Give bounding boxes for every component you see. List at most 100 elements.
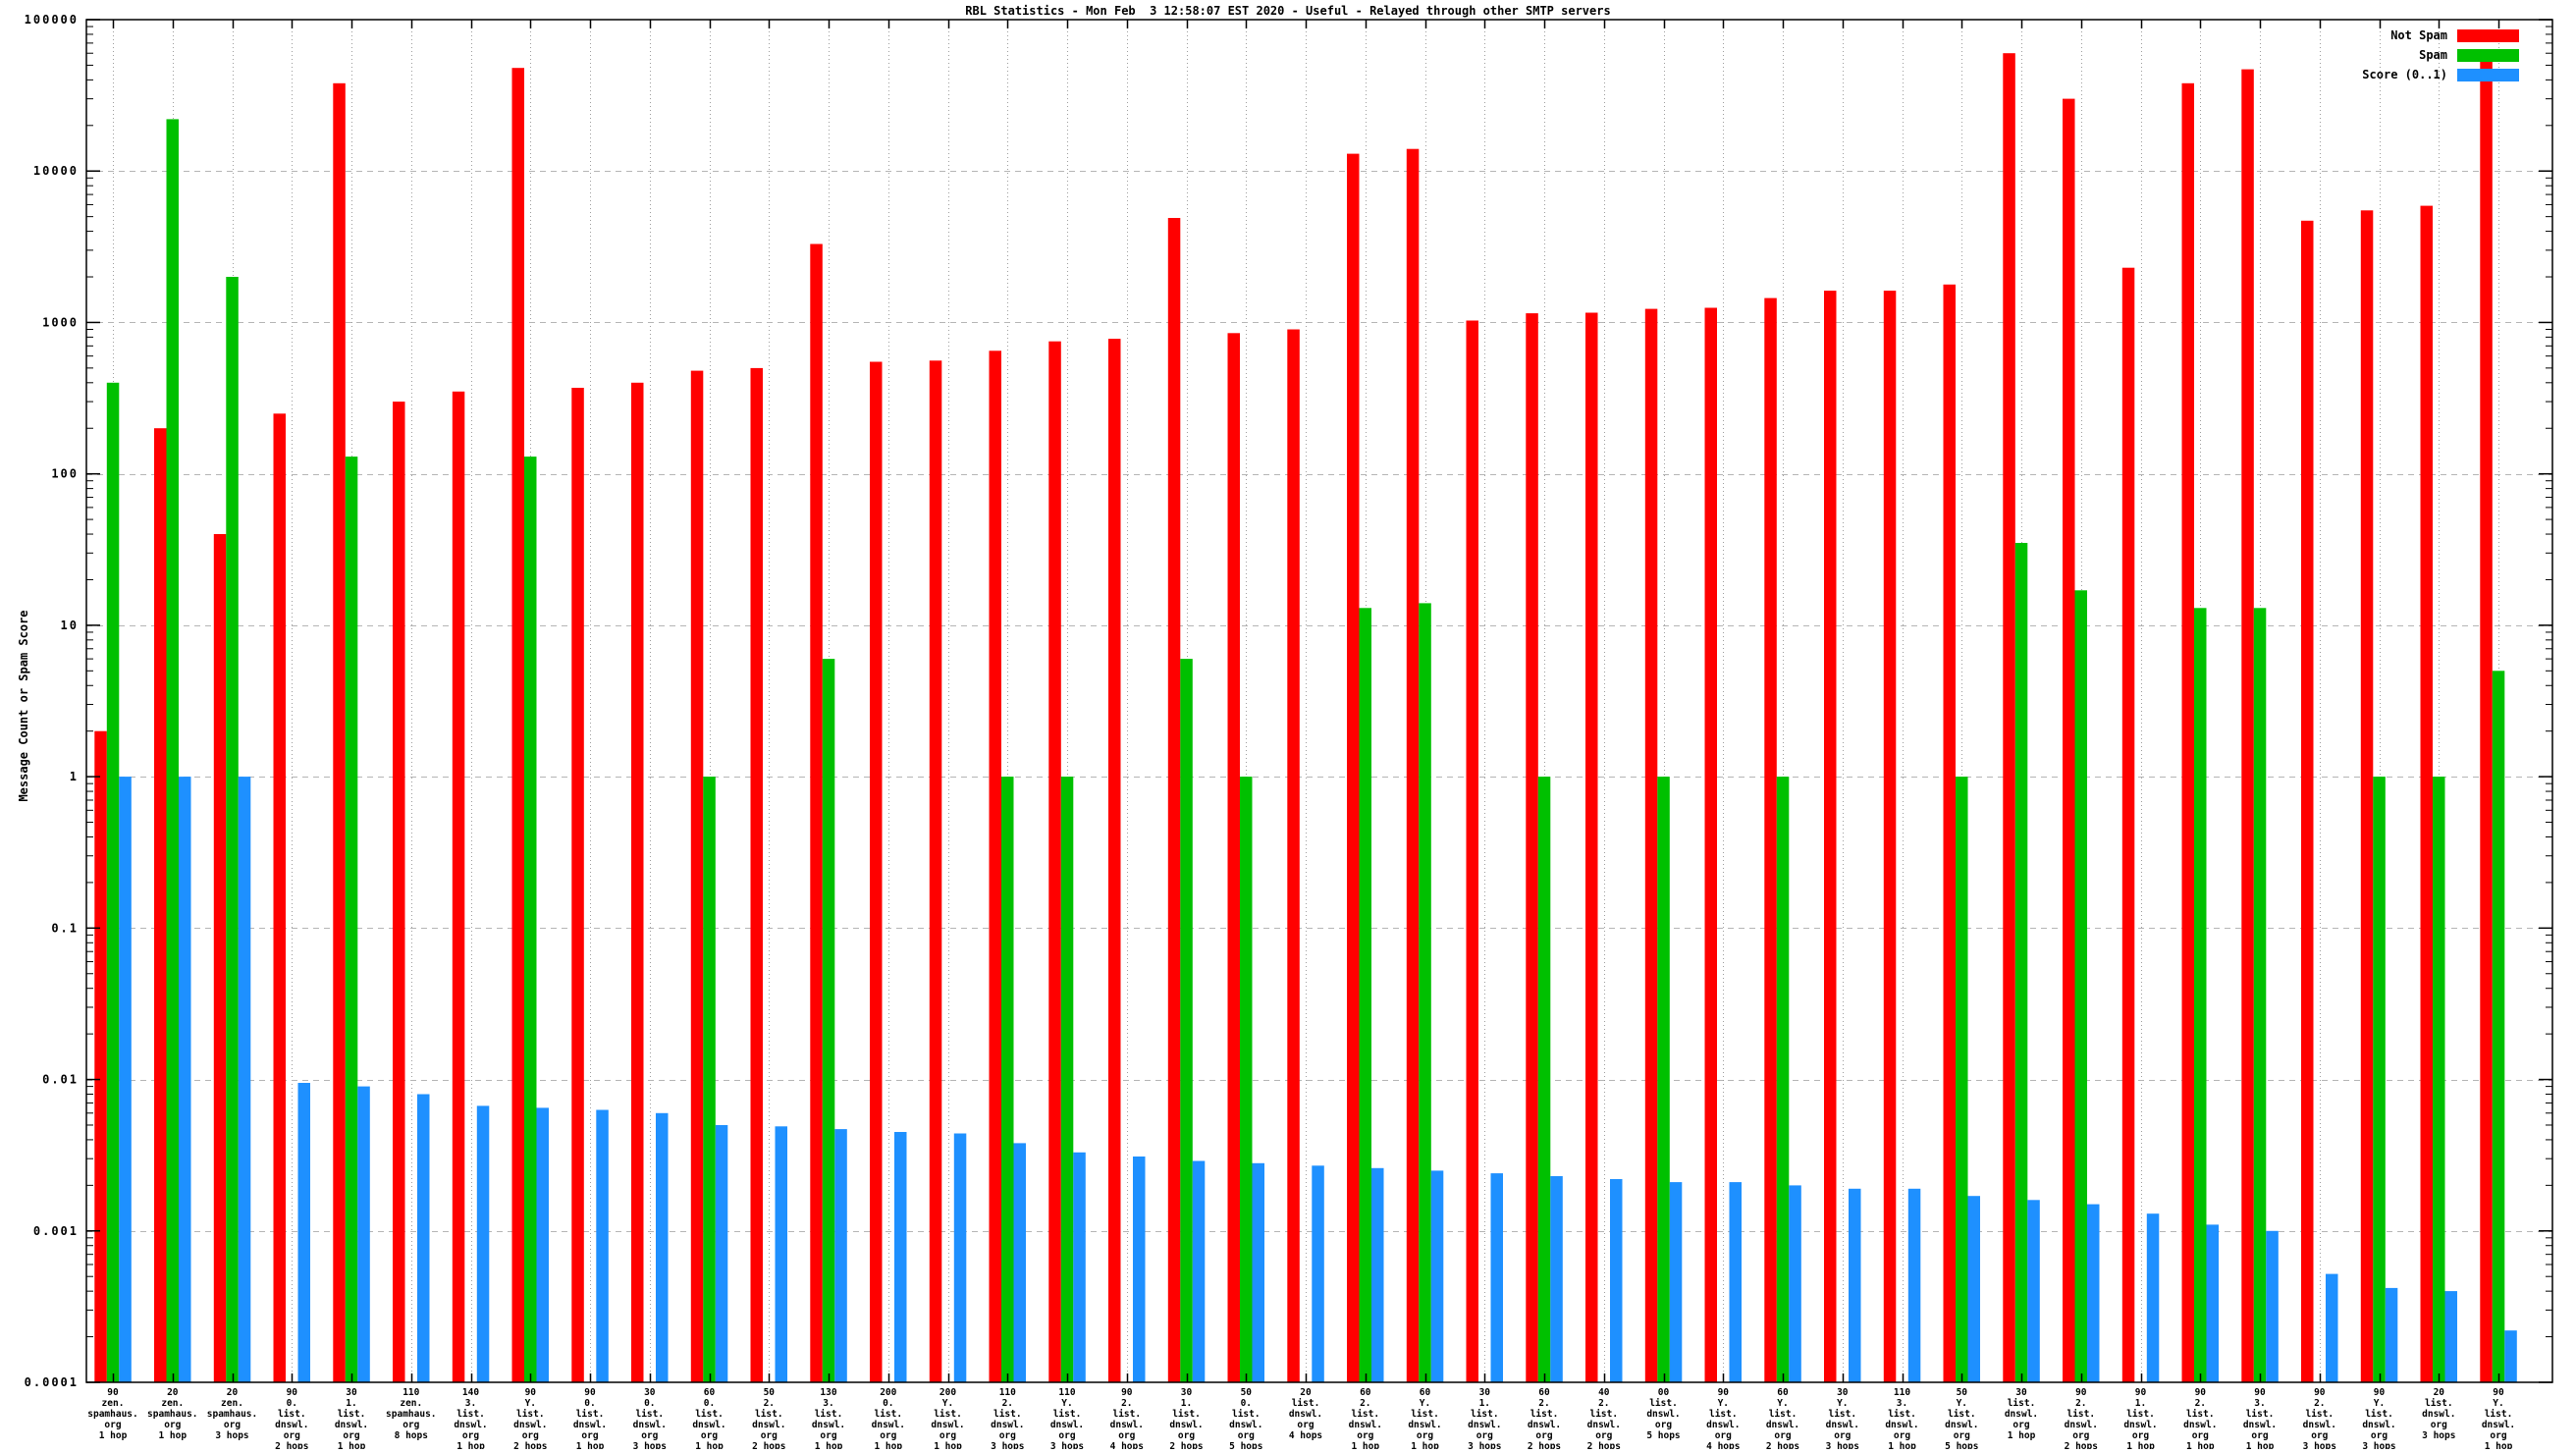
legend-swatch-not-spam-icon [2457,28,2519,42]
svg-text:2 hops: 2 hops [513,1441,547,1449]
svg-text:zen.: zen. [221,1398,243,1409]
legend-item-score: Score (0..1) [2362,65,2519,84]
svg-text:3.: 3. [823,1398,833,1409]
svg-text:20: 20 [2434,1387,2445,1398]
svg-text:dnswl.: dnswl. [2005,1409,2038,1420]
svg-text:list.: list. [1948,1409,1976,1420]
svg-text:list.: list. [2365,1409,2393,1420]
svg-text:list.: list. [338,1409,366,1420]
svg-text:Y.: Y. [1061,1398,1072,1409]
svg-text:10000: 10000 [33,164,79,178]
svg-text:org: org [1715,1430,1732,1441]
svg-text:0.: 0. [644,1398,655,1409]
svg-text:list.: list. [1053,1409,1082,1420]
svg-text:1 hop: 1 hop [99,1430,128,1441]
svg-text:5 hops: 5 hops [1945,1441,1978,1449]
svg-text:200: 200 [939,1387,956,1398]
svg-text:4 hops: 4 hops [1110,1441,1144,1449]
svg-text:dnswl.: dnswl. [872,1420,905,1430]
svg-text:110: 110 [999,1387,1016,1398]
svg-text:1 hop: 1 hop [2008,1430,2036,1441]
svg-text:list.: list. [1530,1409,1559,1420]
svg-text:list.: list. [993,1409,1022,1420]
svg-text:org: org [1834,1430,1851,1441]
svg-text:org: org [1417,1430,1433,1441]
svg-text:1 hop: 1 hop [1888,1441,1916,1449]
svg-text:list.: list. [874,1409,902,1420]
svg-text:3 hops: 3 hops [2362,1441,2395,1449]
svg-text:org: org [402,1420,419,1430]
svg-text:list.: list. [1709,1409,1738,1420]
svg-text:3 hops: 3 hops [633,1441,667,1449]
svg-text:200: 200 [880,1387,896,1398]
svg-text:list.: list. [1828,1409,1856,1420]
svg-text:dnswl.: dnswl. [1706,1420,1740,1430]
svg-text:30: 30 [1837,1387,1849,1398]
svg-text:3 hops: 3 hops [1050,1441,1084,1449]
svg-text:dnswl.: dnswl. [2065,1420,2098,1430]
svg-text:dnswl.: dnswl. [573,1420,607,1430]
svg-text:list.: list. [1351,1409,1379,1420]
svg-text:dnswl.: dnswl. [1169,1420,1203,1430]
svg-text:dnswl.: dnswl. [2303,1420,2336,1430]
svg-text:40: 40 [1598,1387,1610,1398]
svg-text:dnswl.: dnswl. [1885,1420,1918,1430]
svg-text:0.: 0. [1241,1398,1252,1409]
svg-text:list.: list. [2008,1398,2036,1409]
svg-text:2 hops: 2 hops [752,1441,785,1449]
svg-text:3 hops: 3 hops [1468,1441,1501,1449]
svg-text:2.: 2. [2075,1398,2086,1409]
svg-text:Y.: Y. [2493,1398,2503,1409]
svg-text:org: org [1595,1430,1612,1441]
legend-item-not-spam: Not Spam [2362,26,2519,45]
svg-text:3 hops: 3 hops [1826,1441,1859,1449]
svg-text:2 hops: 2 hops [1528,1441,1561,1449]
svg-text:1 hop: 1 hop [576,1441,605,1449]
legend-label-score: Score (0..1) [2362,68,2447,81]
svg-text:Y.: Y. [1837,1398,1848,1409]
svg-text:90: 90 [1121,1387,1133,1398]
svg-text:zen.: zen. [400,1398,422,1409]
svg-text:2.: 2. [1360,1398,1370,1409]
svg-text:2.: 2. [1598,1398,1609,1409]
svg-text:org: org [701,1430,718,1441]
svg-text:dnswl.: dnswl. [2482,1420,2515,1430]
svg-text:dnswl.: dnswl. [1468,1420,1501,1430]
svg-text:dnswl.: dnswl. [1349,1420,1382,1430]
svg-text:Y.: Y. [1420,1398,1430,1409]
svg-text:org: org [284,1430,300,1441]
svg-text:140: 140 [462,1387,479,1398]
svg-text:org: org [2192,1430,2209,1441]
svg-text:4 hops: 4 hops [1289,1430,1322,1441]
svg-text:0.: 0. [584,1398,595,1409]
svg-text:90: 90 [2254,1387,2266,1398]
svg-text:list.: list. [278,1409,306,1420]
svg-text:90: 90 [2195,1387,2207,1398]
svg-text:org: org [939,1430,956,1441]
svg-text:list.: list. [576,1409,605,1420]
svg-text:2.: 2. [1002,1398,1013,1409]
svg-text:org: org [164,1420,181,1430]
svg-text:1000: 1000 [42,315,79,329]
svg-text:Y.: Y. [1777,1398,1788,1409]
svg-text:dnswl.: dnswl. [1587,1420,1621,1430]
svg-text:1 hop: 1 hop [158,1430,187,1441]
svg-text:list.: list. [2425,1398,2453,1409]
legend-item-spam: Spam [2362,45,2519,65]
svg-text:3.: 3. [1897,1398,1907,1409]
svg-text:dnswl.: dnswl. [692,1420,725,1430]
svg-text:list.: list. [1292,1398,1320,1409]
svg-text:2 hops: 2 hops [2065,1441,2098,1449]
svg-text:dnswl.: dnswl. [275,1420,308,1430]
svg-text:spamhaus.: spamhaus. [386,1409,436,1420]
svg-text:2 hops: 2 hops [1766,1441,1799,1449]
svg-text:2.: 2. [764,1398,775,1409]
svg-text:1 hop: 1 hop [2246,1441,2275,1449]
svg-text:Y.: Y. [1957,1398,1967,1409]
svg-text:spamhaus.: spamhaus. [147,1409,197,1420]
svg-text:list.: list. [2066,1409,2095,1420]
svg-text:org: org [1774,1430,1791,1441]
bars-score-0-1- [119,777,2517,1382]
